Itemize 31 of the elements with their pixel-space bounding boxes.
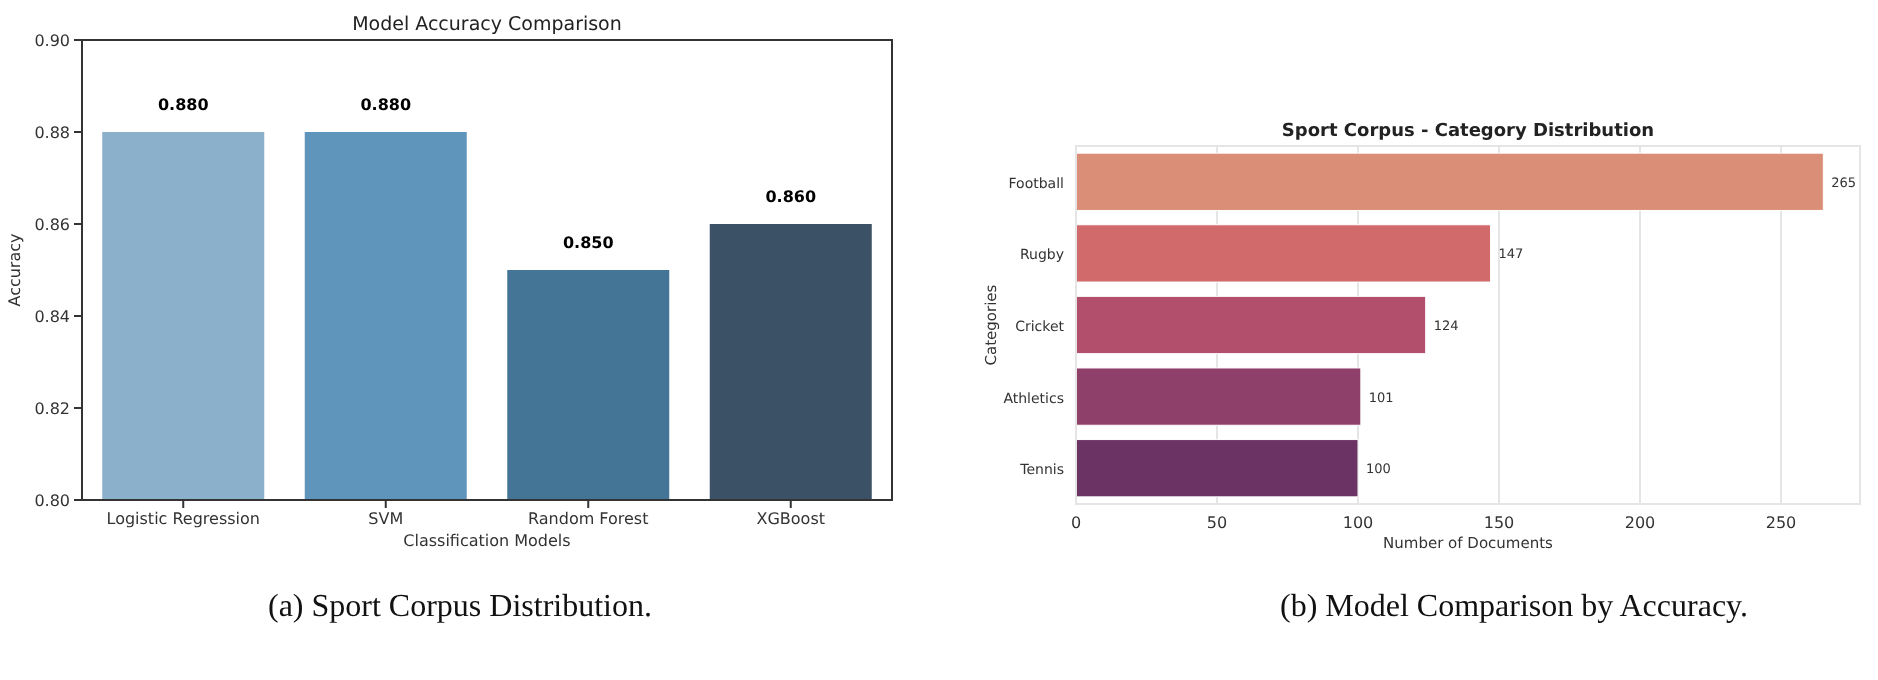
x-tick-label: Random Forest bbox=[528, 510, 649, 528]
chart-title: Sport Corpus - Category Distribution bbox=[1281, 122, 1655, 142]
bar bbox=[1075, 224, 1492, 283]
x-tick-label: 100 bbox=[1342, 514, 1374, 532]
y-axis-title: Accuracy bbox=[6, 232, 24, 307]
x-tick-label: XGBoost bbox=[756, 510, 826, 528]
text: (b) Model Comparison by Accuracy. bbox=[1279, 590, 1749, 624]
x-axis-title: Classification Models bbox=[403, 532, 571, 550]
y-tick-label: 0.88 bbox=[34, 124, 70, 142]
x-tick-label: 0 bbox=[1070, 514, 1082, 532]
x-tick-label: Logistic Regression bbox=[106, 510, 260, 528]
data-label: 0.860 bbox=[765, 188, 817, 206]
x-tick-label: 200 bbox=[1624, 514, 1656, 532]
chart-title: Model Accuracy Comparison bbox=[352, 14, 622, 36]
bar bbox=[1075, 152, 1824, 211]
y-tick-label: 0.90 bbox=[34, 32, 70, 50]
x-tick-label: SVM bbox=[368, 510, 404, 528]
y-tick-label: 0.80 bbox=[34, 492, 70, 510]
y-tick-label: 0.86 bbox=[34, 216, 70, 234]
text: (a) Sport Corpus Distribution. bbox=[268, 590, 652, 624]
bar bbox=[1075, 439, 1359, 498]
x-tick-label: 250 bbox=[1765, 514, 1797, 532]
x-tick-label: 50 bbox=[1206, 514, 1228, 532]
data-label: 0.880 bbox=[157, 96, 210, 114]
bar bbox=[1075, 295, 1427, 355]
bar bbox=[1075, 367, 1362, 426]
x-tick-label: 150 bbox=[1483, 514, 1515, 532]
y-tick-label: 0.84 bbox=[34, 308, 70, 326]
y-tick-label: 0.82 bbox=[34, 400, 70, 418]
data-label: 0.850 bbox=[562, 234, 615, 252]
data-label: 0.880 bbox=[360, 96, 412, 114]
